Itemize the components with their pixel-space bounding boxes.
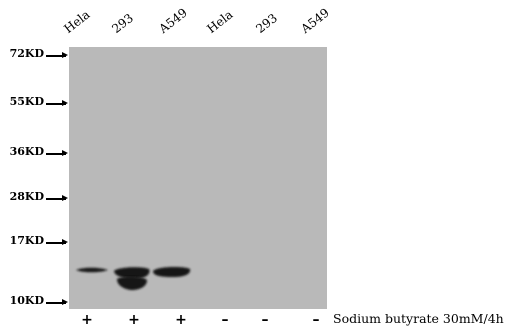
treatment-sign-lane-1: +: [81, 312, 93, 328]
lane-label-6: A549: [298, 5, 332, 36]
marker-arrow-icon: [46, 195, 68, 201]
blot-membrane: [69, 47, 327, 309]
band-lane-2-lower: [117, 276, 147, 290]
band-lane-1: [76, 267, 108, 273]
marker-arrow-icon: [46, 52, 68, 58]
marker-10kd: 10KD: [9, 294, 44, 307]
treatment-sign-lane-2: +: [128, 312, 140, 328]
marker-arrow-icon: [46, 239, 68, 245]
treatment-sign-lane-4: –: [221, 312, 229, 328]
treatment-label: Sodium butyrate 30mM/4h: [333, 311, 504, 326]
membrane-background: [69, 47, 327, 309]
band-lane-3: [153, 266, 191, 277]
lane-label-2: 293: [109, 10, 137, 37]
lane-label-1: Hela: [61, 7, 93, 36]
treatment-sign-lane-5: –: [261, 312, 269, 328]
marker-arrow-icon: [46, 100, 68, 106]
marker-72kd: 72KD: [9, 47, 44, 60]
treatment-sign-lane-3: +: [175, 312, 187, 328]
marker-36kd: 36KD: [9, 145, 44, 158]
band-lane-2-upper: [114, 267, 150, 279]
marker-arrow-icon: [46, 299, 68, 305]
marker-55kd: 55KD: [9, 95, 44, 108]
lane-label-5: 293: [253, 10, 281, 37]
lane-label-4: Hela: [204, 7, 236, 36]
marker-arrow-icon: [46, 150, 68, 156]
lane-label-3: A549: [156, 5, 190, 36]
marker-17kd: 17KD: [9, 234, 44, 247]
treatment-sign-lane-6: –: [312, 312, 320, 328]
marker-28kd: 28KD: [9, 190, 44, 203]
